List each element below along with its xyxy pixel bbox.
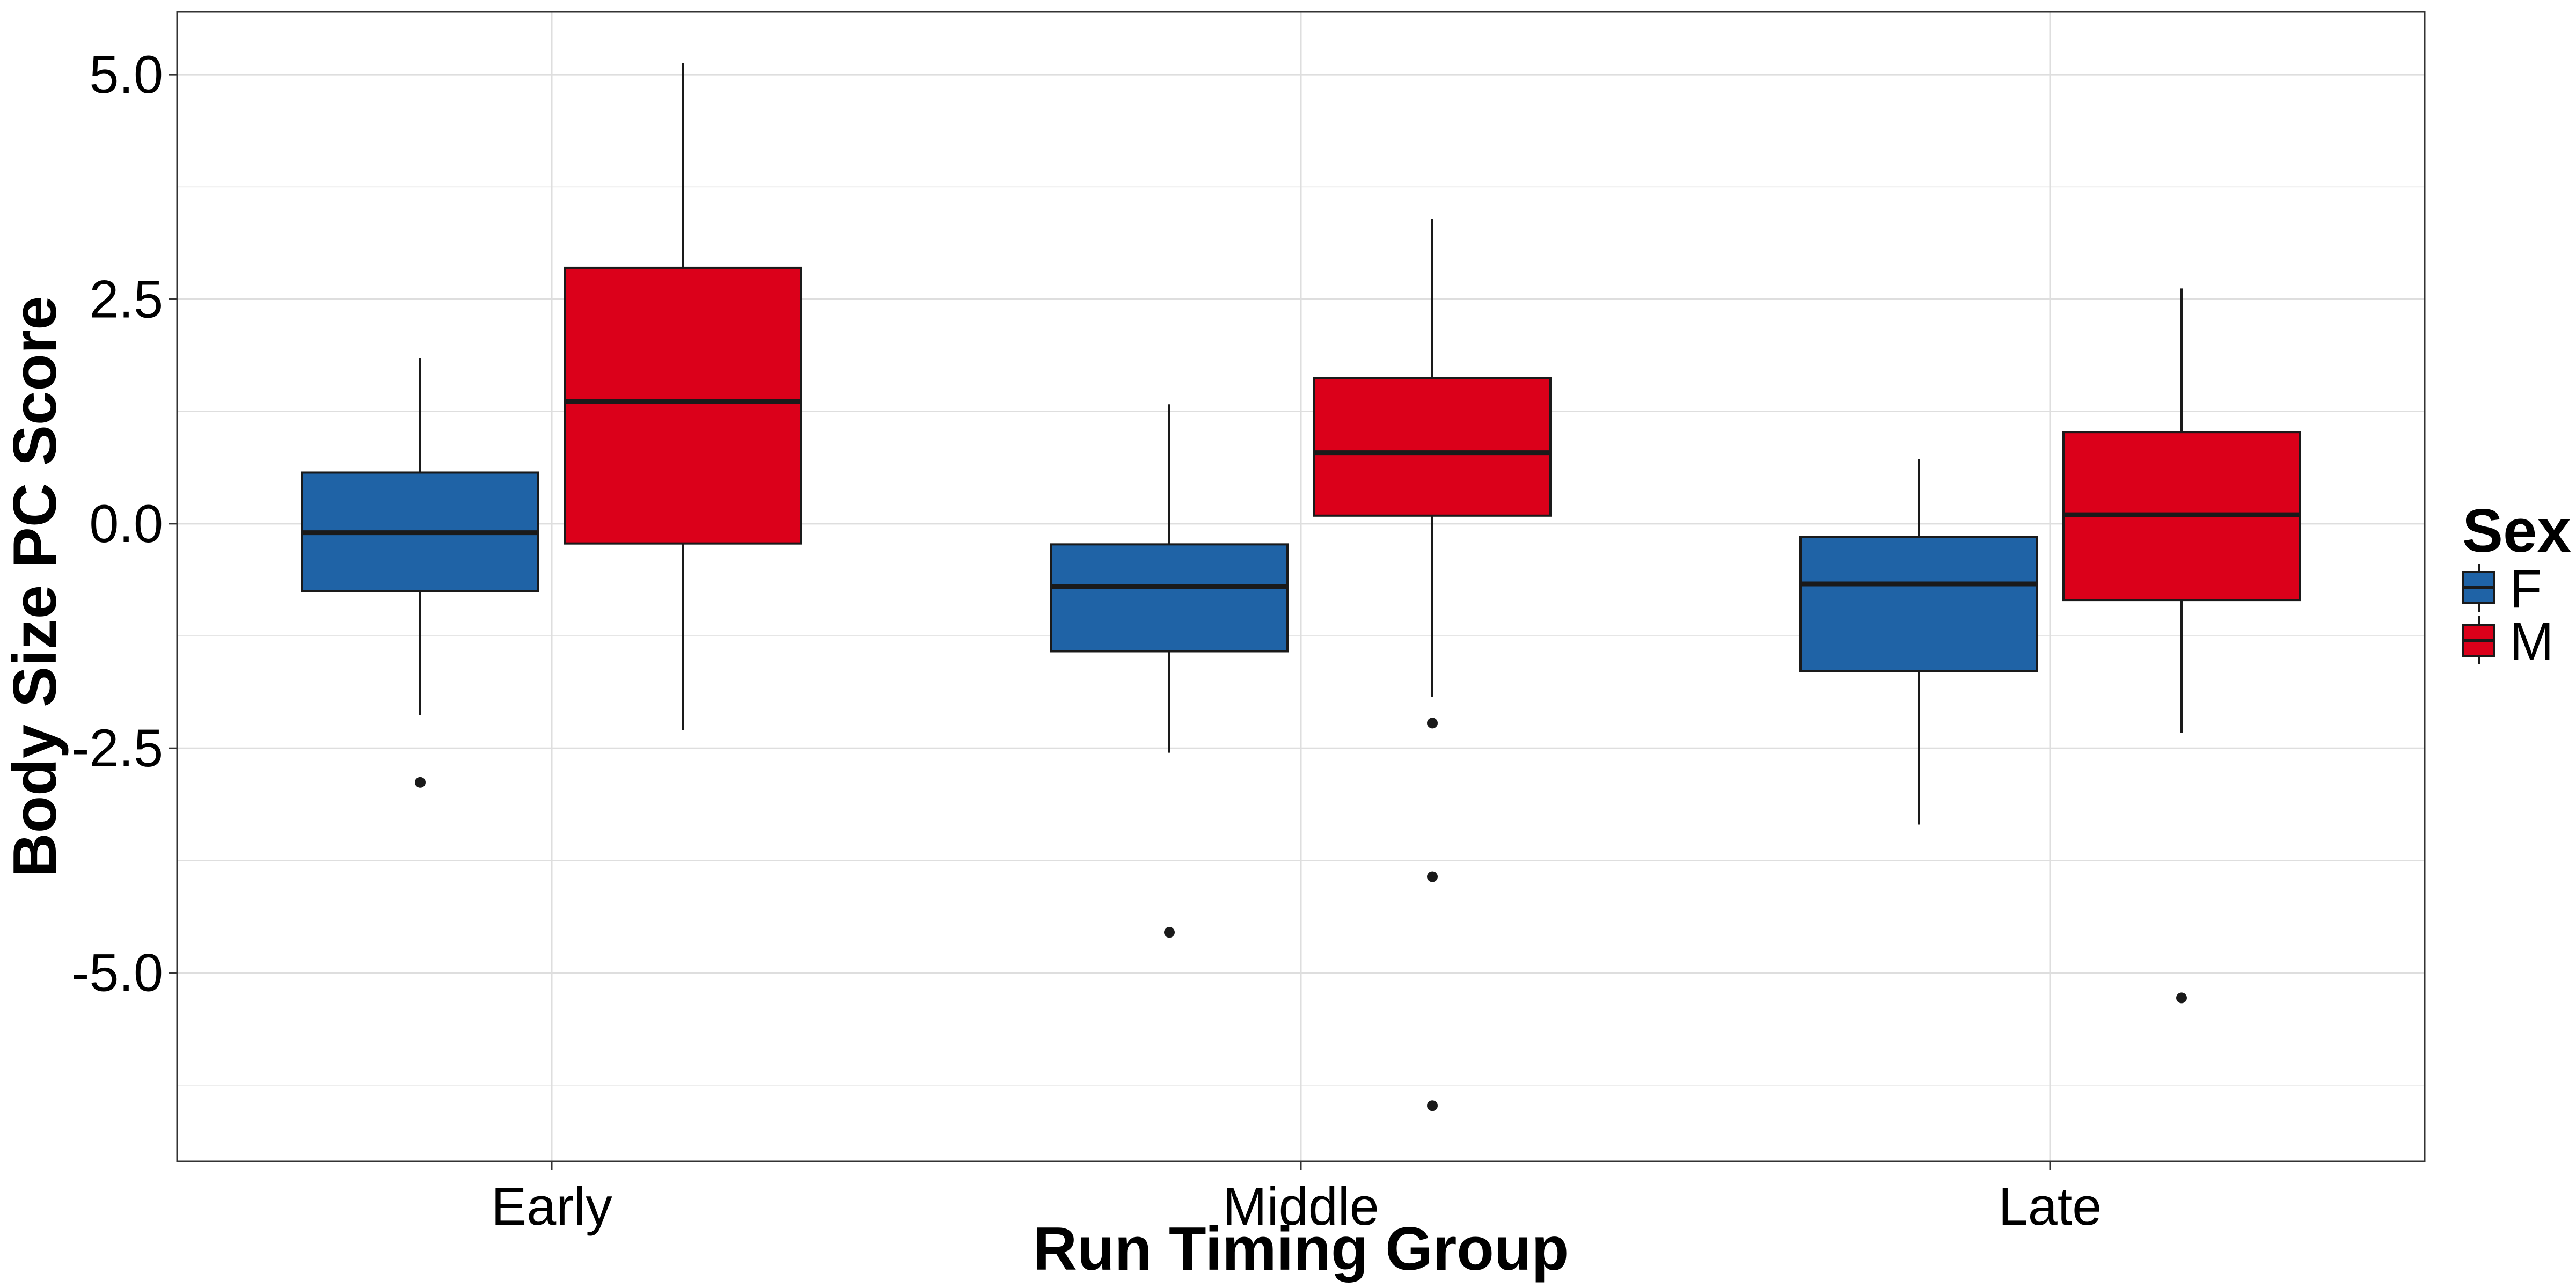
y-axis: 5.0 2.5 0.0 -2.5 -5.0 [71,45,177,1002]
box-F-late [1799,459,2038,825]
x-axis: Early Middle Late [491,1161,2102,1236]
legend-label-F: F [2509,559,2542,618]
grid-lines [177,12,2425,1161]
box-body [564,266,802,545]
legend-title: Sex [2462,497,2571,565]
outlier-point [1427,871,1438,882]
y-axis-title: Body Size PC Score [1,296,69,877]
outlier-point [1427,1100,1438,1111]
x-tick-label: Middle [1223,1176,1379,1236]
legend-label-M: M [2509,611,2553,671]
box-body [1050,543,1289,653]
x-axis-title: Run Timing Group [1033,1215,1569,1283]
x-tick-label: Early [491,1176,612,1236]
legend: Sex FM [2462,497,2571,671]
y-tick-label: 5.0 [89,45,163,104]
box-body [1799,536,2038,672]
box-F-early [301,358,539,788]
box-body [1313,377,1552,517]
outlier-point [1427,718,1438,729]
box-series [301,63,2301,1111]
box-M-early [564,63,802,730]
x-tick-label: Late [1999,1176,2102,1236]
outlier-point [415,777,426,788]
box-F-middle [1050,404,1289,938]
y-tick-label: -5.0 [71,943,163,1002]
y-tick-label: 2.5 [89,269,163,329]
box-M-late [2062,288,2301,1004]
y-tick-label: -2.5 [71,718,163,778]
outlier-point [2176,992,2187,1004]
outlier-point [1164,927,1175,938]
box-M-middle [1313,219,1552,1111]
y-tick-label: 0.0 [89,494,163,553]
